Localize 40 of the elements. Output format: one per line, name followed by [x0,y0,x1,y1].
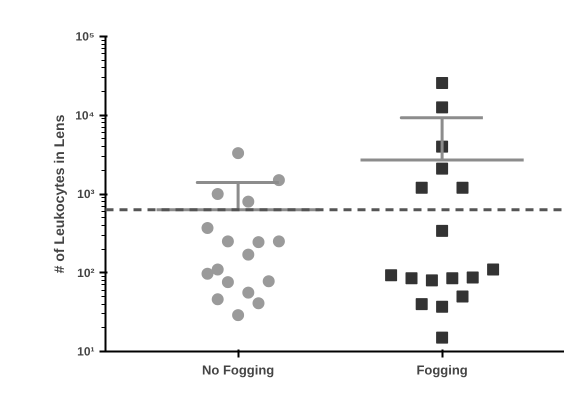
y-tick-label: 10² [77,266,95,280]
point [487,263,500,276]
x-tick-label: Fogging [416,362,468,378]
y-tick-label: 10⁴ [75,108,95,122]
point [436,332,448,344]
point [212,293,224,306]
point [446,272,458,284]
point [262,275,275,288]
point [242,196,254,208]
point [456,290,468,302]
y-tick-label: 10⁵ [76,30,94,44]
point [436,300,448,313]
point [436,162,448,175]
y-axis-title: # of Leukocytes in Lens [51,114,68,274]
point [212,264,224,276]
point [242,248,254,261]
point [426,274,438,286]
point [222,276,234,288]
point [212,188,224,200]
point [232,147,244,160]
point [436,224,448,237]
point [466,272,479,284]
point [385,269,398,282]
x-tick-label: No Fogging [202,362,274,378]
point [456,182,468,194]
point [232,309,244,322]
point [222,235,234,248]
point [436,76,448,89]
point [416,182,428,194]
point [202,268,214,280]
y-tick-label: 10¹ [77,344,95,358]
point [406,272,418,284]
point [252,297,264,310]
point [436,101,448,114]
point [202,222,214,234]
y-tick-label: 10³ [77,187,95,201]
point [242,286,254,299]
point [252,236,264,248]
point [272,235,285,248]
point [416,298,428,310]
